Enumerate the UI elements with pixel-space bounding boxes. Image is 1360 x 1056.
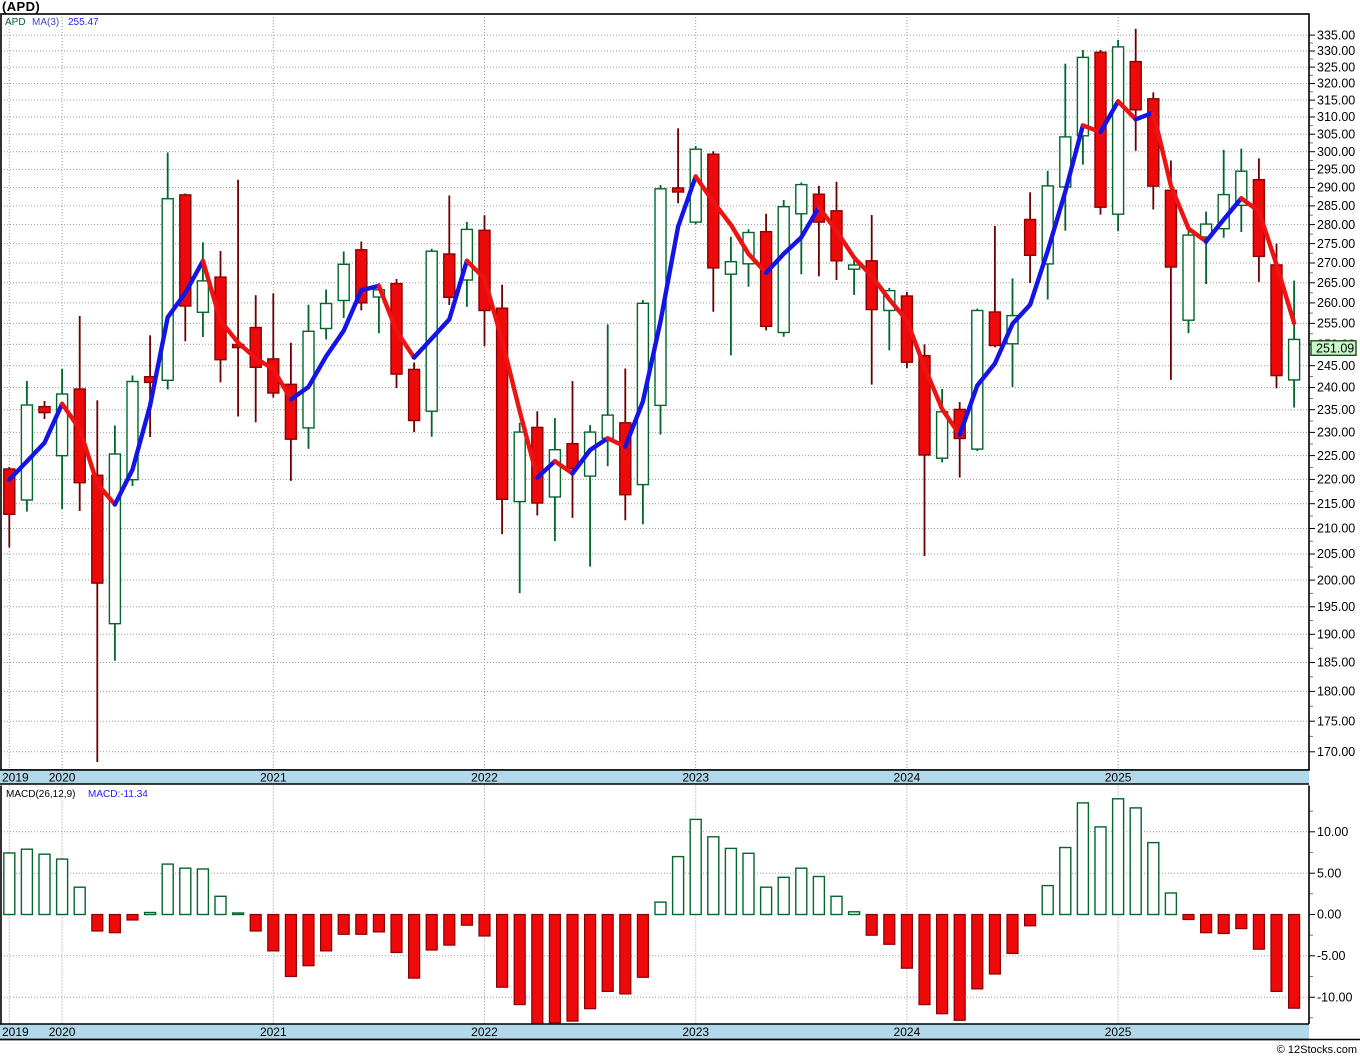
svg-text:2021: 2021	[260, 1025, 287, 1039]
svg-text:251.09: 251.09	[1316, 342, 1354, 356]
svg-text:175.00: 175.00	[1317, 714, 1355, 728]
svg-text:2025: 2025	[1105, 770, 1132, 784]
svg-text:2022: 2022	[471, 1025, 498, 1039]
svg-text:-5.00: -5.00	[1317, 949, 1346, 963]
svg-text:2025: 2025	[1105, 1025, 1132, 1039]
svg-text:170.00: 170.00	[1317, 745, 1355, 759]
svg-text:195.00: 195.00	[1317, 600, 1355, 614]
svg-text:305.00: 305.00	[1317, 127, 1355, 141]
svg-text:0.00: 0.00	[1317, 908, 1341, 922]
svg-text:180.00: 180.00	[1317, 685, 1355, 699]
svg-text:280.00: 280.00	[1317, 218, 1355, 232]
svg-text:2020: 2020	[49, 770, 76, 784]
svg-text:MACD:-11.34: MACD:-11.34	[88, 789, 148, 800]
svg-text:2019: 2019	[2, 1025, 29, 1039]
svg-text:2023: 2023	[682, 770, 709, 784]
svg-text:(APD): (APD)	[2, 0, 40, 14]
svg-text:275.00: 275.00	[1317, 237, 1355, 251]
svg-text:225.00: 225.00	[1317, 449, 1355, 463]
svg-text:205.00: 205.00	[1317, 547, 1355, 561]
svg-text:10.00: 10.00	[1317, 825, 1348, 839]
svg-text:© 12Stocks.com: © 12Stocks.com	[1277, 1044, 1357, 1056]
svg-text:-10.00: -10.00	[1317, 990, 1352, 1004]
svg-text:220.00: 220.00	[1317, 473, 1355, 487]
svg-text:185.00: 185.00	[1317, 656, 1355, 670]
svg-text:MACD(26,12,9): MACD(26,12,9)	[6, 789, 75, 800]
svg-text:2021: 2021	[260, 770, 287, 784]
svg-text:295.00: 295.00	[1317, 163, 1355, 177]
svg-text:255.00: 255.00	[1317, 317, 1355, 331]
svg-text:270.00: 270.00	[1317, 256, 1355, 270]
svg-text:240.00: 240.00	[1317, 381, 1355, 395]
svg-text:215.00: 215.00	[1317, 497, 1355, 511]
svg-text:2023: 2023	[682, 1025, 709, 1039]
svg-text:5.00: 5.00	[1317, 866, 1341, 880]
svg-text:210.00: 210.00	[1317, 522, 1355, 536]
svg-text:325.00: 325.00	[1317, 60, 1355, 74]
svg-text:265.00: 265.00	[1317, 276, 1355, 290]
svg-text:260.00: 260.00	[1317, 296, 1355, 310]
svg-text:230.00: 230.00	[1317, 426, 1355, 440]
svg-text:2022: 2022	[471, 770, 498, 784]
svg-text:2024: 2024	[894, 1025, 921, 1039]
svg-text:255.47: 255.47	[68, 17, 99, 28]
svg-text:245.00: 245.00	[1317, 359, 1355, 373]
svg-text:285.00: 285.00	[1317, 199, 1355, 213]
svg-text:2019: 2019	[2, 770, 29, 784]
svg-text:320.00: 320.00	[1317, 77, 1355, 91]
svg-text:2020: 2020	[49, 1025, 76, 1039]
svg-text:MA(3): MA(3)	[32, 17, 59, 28]
svg-text:290.00: 290.00	[1317, 181, 1355, 195]
svg-text:235.00: 235.00	[1317, 403, 1355, 417]
svg-text:200.00: 200.00	[1317, 573, 1355, 587]
svg-text:300.00: 300.00	[1317, 145, 1355, 159]
svg-text:335.00: 335.00	[1317, 28, 1355, 42]
svg-text:330.00: 330.00	[1317, 44, 1355, 58]
svg-text:2024: 2024	[894, 770, 921, 784]
svg-text:190.00: 190.00	[1317, 628, 1355, 642]
svg-text:315.00: 315.00	[1317, 93, 1355, 107]
svg-text:APD: APD	[5, 17, 26, 28]
svg-text:310.00: 310.00	[1317, 110, 1355, 124]
